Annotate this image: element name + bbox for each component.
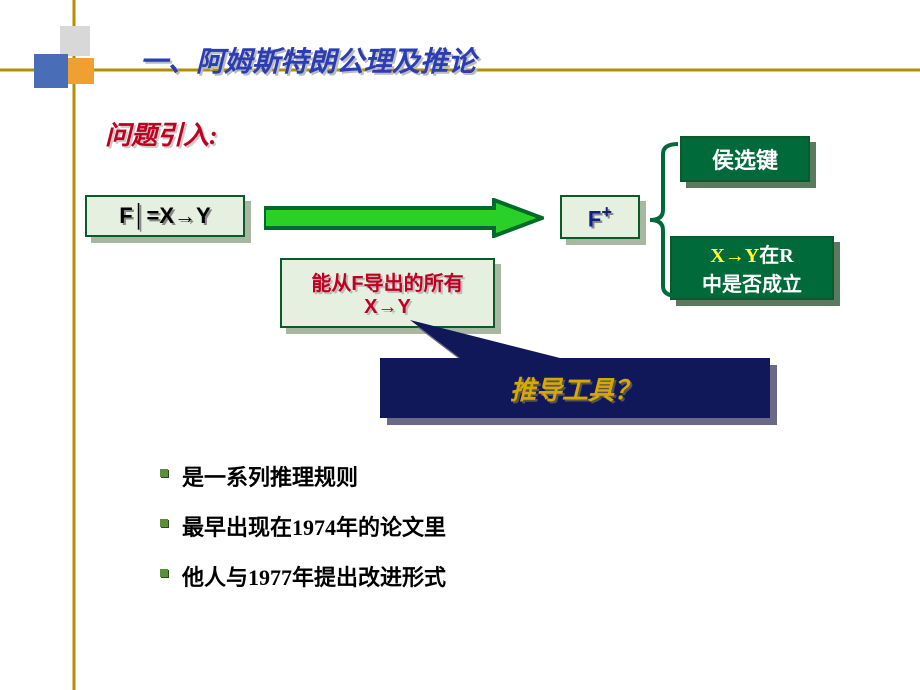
box-fxy-text: F│=X→Y: [119, 203, 210, 229]
box-derive: 能从F导出的所有 X→Y: [280, 258, 495, 328]
page-title: 一、阿姆斯特朗公理及推论: [140, 40, 476, 80]
arrow-right: [264, 198, 544, 238]
corner-decoration: [0, 0, 120, 120]
list-item: 是一系列推理规则: [160, 460, 446, 492]
box-candidate-key: 侯选键: [680, 136, 810, 182]
box-fplus: F+: [560, 195, 640, 239]
box-fplus-text: F+: [588, 201, 612, 232]
list-item: 他人与1977年提出改进形式: [160, 560, 446, 592]
box-fxy: F│=X→Y: [85, 195, 245, 237]
callout-derivation-tool: 推导工具？: [380, 320, 770, 418]
callout-text: 推导工具？: [380, 370, 770, 407]
subtitle: 问题引入:: [105, 115, 218, 152]
box-derive-content: 能从F导出的所有 X→Y: [311, 267, 463, 319]
box-key-text: 侯选键: [712, 143, 778, 175]
bullet-list: 是一系列推理规则 最早出现在1974年的论文里 他人与1977年提出改进形式: [160, 460, 446, 610]
list-item: 最早出现在1974年的论文里: [160, 510, 446, 542]
box-xy-holds: X→Y在R 中是否成立: [670, 236, 834, 300]
box-xyr-content: X→Y在R 中是否成立: [702, 239, 802, 297]
curly-brace: [648, 140, 678, 300]
